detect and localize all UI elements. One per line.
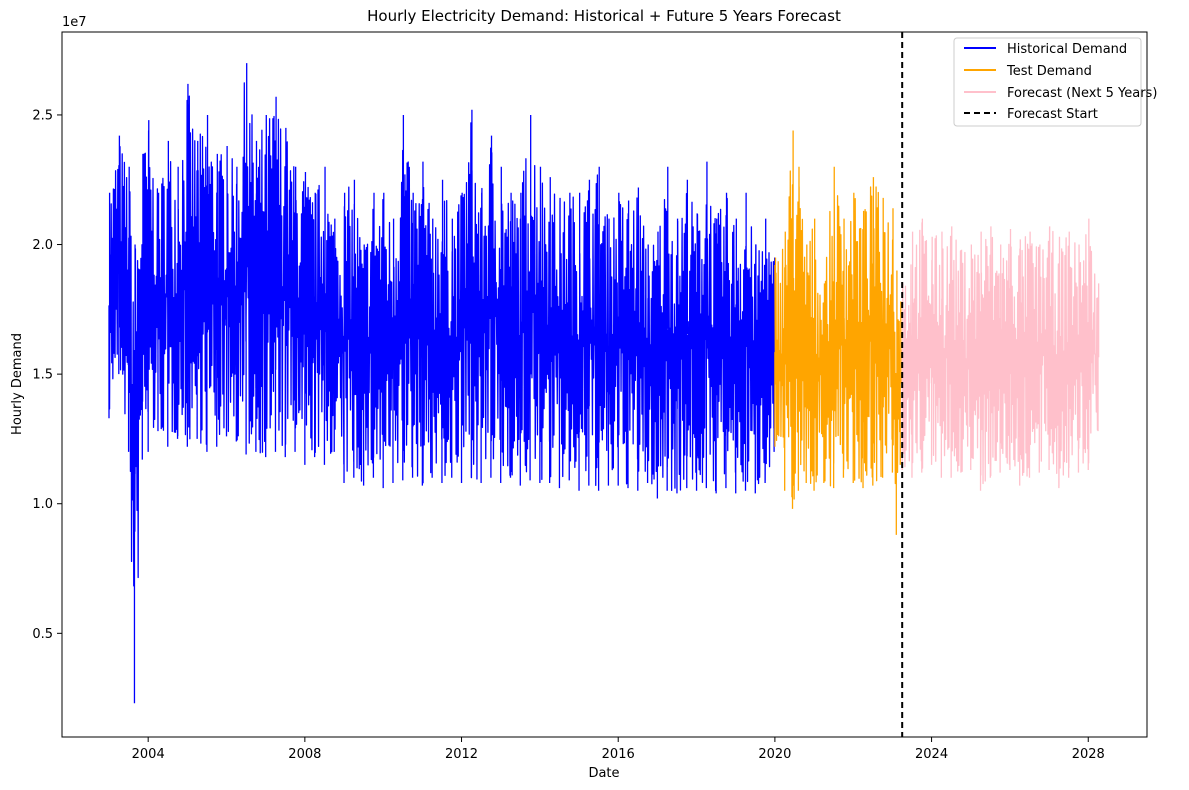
y-tick-label: 2.5 (32, 108, 53, 123)
chart-title: Hourly Electricity Demand: Historical + … (367, 7, 841, 25)
legend-label-historical: Historical Demand (1007, 42, 1127, 57)
series-historical-demand (108, 63, 776, 704)
y-axis: 0.5 1.0 1.5 2.0 2.5 (32, 108, 62, 642)
legend-box (953, 37, 1142, 127)
x-axis-title: Date (588, 766, 619, 781)
x-tick-label: 2024 (915, 747, 948, 762)
y-tick-label: 1.0 (32, 497, 53, 512)
y-offset-label: 1e7 (62, 15, 87, 30)
legend-label-forecast-start: Forecast Start (1007, 107, 1098, 122)
series-test-demand (774, 130, 902, 535)
x-tick-label: 2020 (758, 747, 791, 762)
series-layer (108, 32, 1100, 737)
x-tick-label: 2028 (1072, 747, 1105, 762)
y-tick-label: 0.5 (32, 627, 53, 642)
x-tick-label: 2016 (602, 747, 635, 762)
x-axis: 2004 2008 2012 2016 2020 2024 2028 (132, 737, 1105, 762)
legend-label-forecast: Forecast (Next 5 Years) (1007, 86, 1157, 101)
legend: Historical Demand Test Demand Forecast (… (953, 37, 1157, 127)
x-tick-label: 2004 (132, 747, 165, 762)
x-tick-label: 2012 (445, 747, 478, 762)
x-tick-label: 2008 (288, 747, 321, 762)
y-tick-label: 2.0 (32, 238, 53, 253)
y-axis-title: Hourly Demand (10, 333, 25, 435)
series-forecast (901, 218, 1100, 491)
y-tick-label: 1.5 (32, 368, 53, 383)
legend-label-test: Test Demand (1006, 64, 1092, 79)
plot-frame (61, 31, 1148, 738)
